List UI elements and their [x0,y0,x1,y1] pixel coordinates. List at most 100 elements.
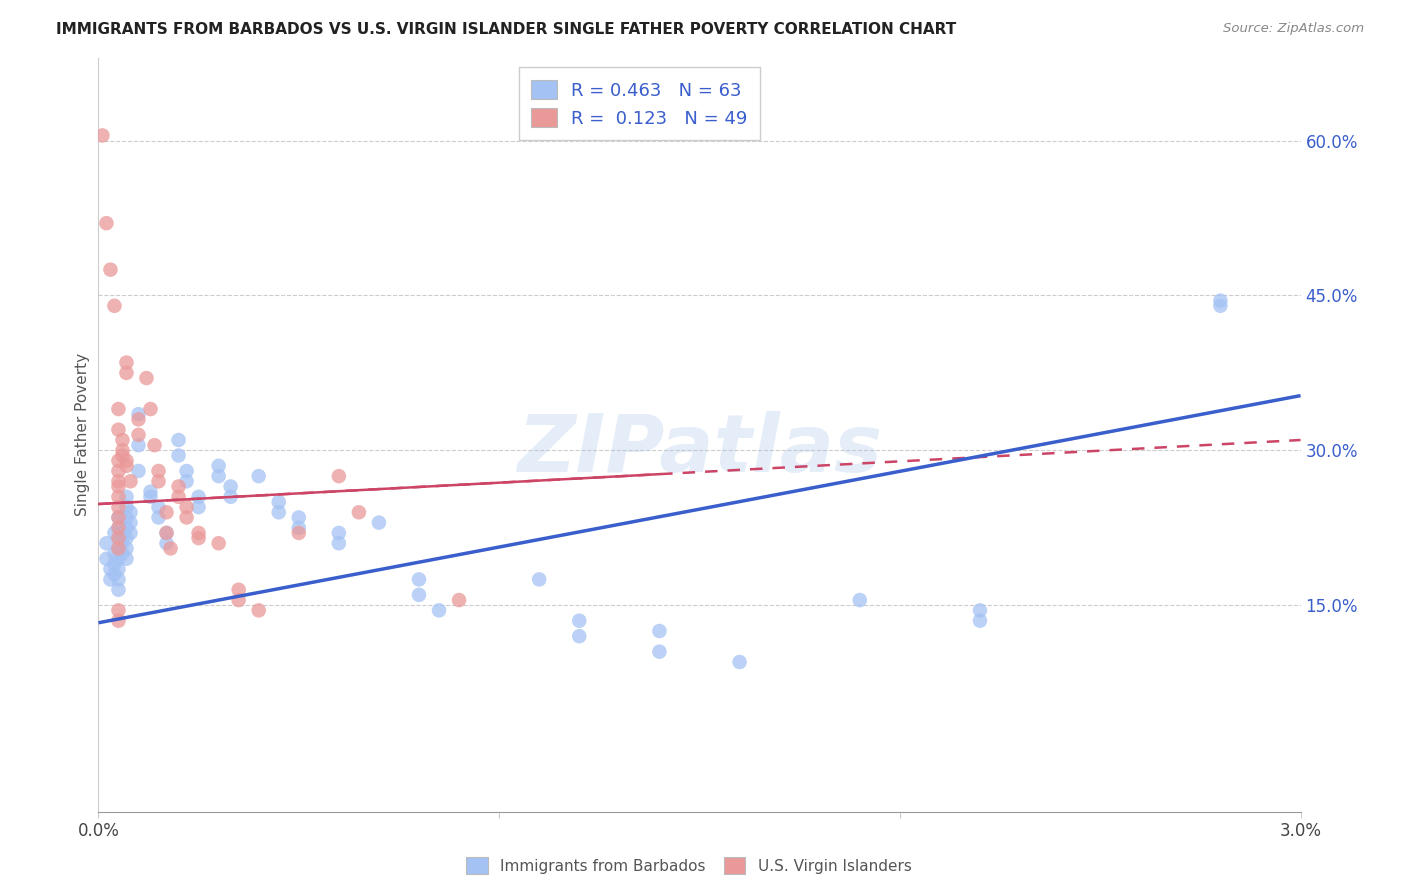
Point [408,573,430,587]
Point [100,562,122,576]
Point [96,536,118,550]
Point [228,593,250,607]
Text: ZIPatlas: ZIPatlas [517,411,882,489]
Point [143,438,166,452]
Point [128,464,150,478]
Point [648,645,671,659]
Point [103,557,125,571]
Point [115,366,138,380]
Legend: R = 0.463   N = 63, R =  0.123   N = 49: R = 0.463 N = 63, R = 0.123 N = 49 [519,67,761,140]
Point [347,505,370,519]
Point [176,510,198,524]
Point [120,525,142,540]
Point [107,490,129,504]
Point [139,484,162,499]
Point [155,525,177,540]
Point [103,567,125,582]
Point [529,573,551,587]
Point [648,624,671,638]
Point [111,443,134,458]
Point [139,402,162,417]
Point [176,500,198,515]
Point [176,475,198,489]
Point [128,428,150,442]
Point [107,531,129,545]
Point [187,531,209,545]
Point [115,551,138,566]
Point [107,573,129,587]
Point [155,525,177,540]
Point [96,216,118,230]
Point [228,582,250,597]
Point [103,547,125,561]
Point [368,516,391,530]
Point [111,536,134,550]
Point [115,490,138,504]
Point [139,490,162,504]
Point [427,603,450,617]
Point [267,505,290,519]
Point [111,547,134,561]
Point [103,525,125,540]
Point [115,510,138,524]
Point [107,603,129,617]
Point [128,412,150,426]
Point [107,423,129,437]
Point [107,551,129,566]
Point [120,505,142,519]
Point [408,588,430,602]
Point [208,458,231,473]
Point [568,629,591,643]
Y-axis label: Single Father Poverty: Single Father Poverty [75,353,90,516]
Point [208,469,231,483]
Point [115,500,138,515]
Point [187,490,209,504]
Point [103,299,125,313]
Text: IMMIGRANTS FROM BARBADOS VS U.S. VIRGIN ISLANDER SINGLE FATHER POVERTY CORRELATI: IMMIGRANTS FROM BARBADOS VS U.S. VIRGIN … [56,22,956,37]
Point [107,531,129,545]
Point [167,449,190,463]
Point [107,453,129,467]
Point [107,614,129,628]
Point [969,603,991,617]
Point [187,525,209,540]
Point [115,453,138,467]
Point [288,510,311,524]
Point [96,551,118,566]
Point [115,355,138,369]
Point [148,500,170,515]
Point [288,521,311,535]
Point [1209,299,1232,313]
Point [107,510,129,524]
Point [115,521,138,535]
Point [111,449,134,463]
Point [167,490,190,504]
Point [219,490,242,504]
Point [115,458,138,473]
Point [107,402,129,417]
Point [107,582,129,597]
Point [247,603,270,617]
Legend: Immigrants from Barbados, U.S. Virgin Islanders: Immigrants from Barbados, U.S. Virgin Is… [460,851,918,880]
Point [107,541,129,556]
Point [100,262,122,277]
Point [111,433,134,447]
Point [969,614,991,628]
Point [208,536,231,550]
Text: Source: ZipAtlas.com: Source: ZipAtlas.com [1223,22,1364,36]
Point [328,469,350,483]
Point [107,541,129,556]
Point [120,516,142,530]
Point [1209,293,1232,308]
Point [167,479,190,493]
Point [187,500,209,515]
Point [247,469,270,483]
Point [159,541,181,556]
Point [148,510,170,524]
Point [267,495,290,509]
Point [328,536,350,550]
Point [288,525,311,540]
Point [91,128,114,143]
Point [107,464,129,478]
Point [115,541,138,556]
